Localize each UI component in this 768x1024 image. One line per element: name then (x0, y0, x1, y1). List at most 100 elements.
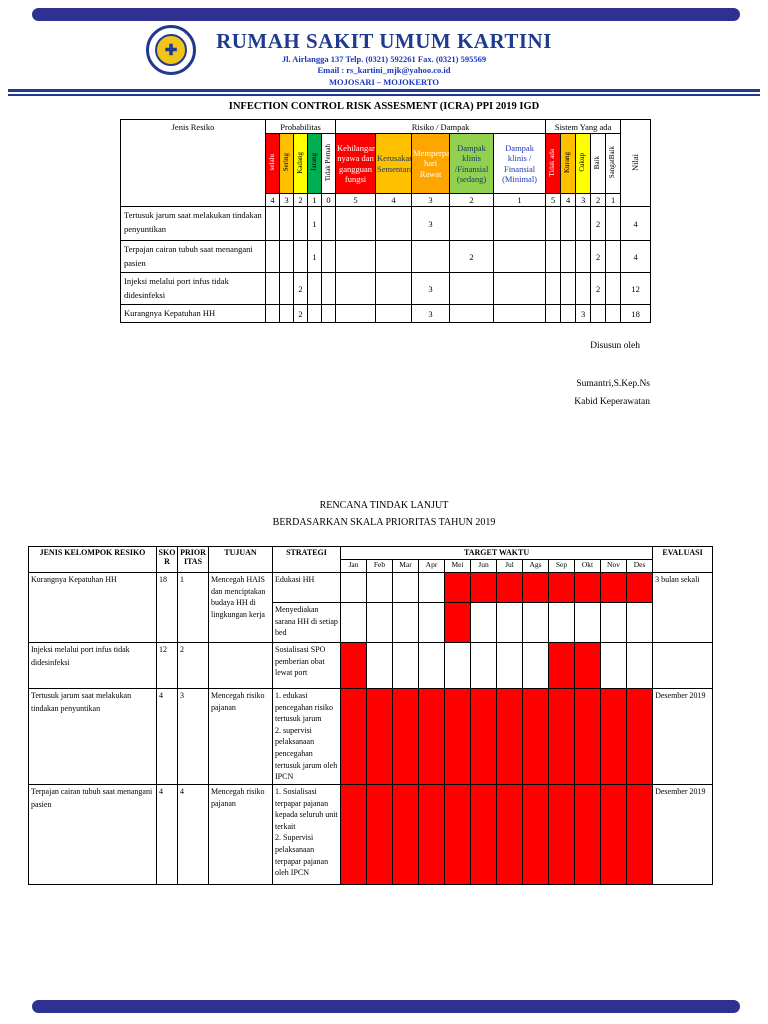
month-header-okt: Okt (574, 559, 601, 573)
risiko-dampak-header: Risiko / Dampak (335, 119, 547, 134)
risk-value-cell (293, 206, 308, 241)
plan-strategi: 1. Sosialisasi terpapar pajanan kepada s… (272, 784, 341, 885)
nilai-value: 12 (620, 272, 652, 305)
vertical-label: Jarang (309, 153, 318, 172)
risk-value-cell (375, 304, 413, 323)
signer-name: Sumantri,S.Kep.Ns (576, 379, 650, 389)
score-cell: 4 (560, 193, 577, 207)
score-cell: 1 (493, 193, 547, 207)
risk-value-cell (335, 272, 377, 305)
target-cell-jan (340, 642, 367, 689)
plan-jenis: Tertusuk jarum saat melakukan tindakan p… (28, 688, 157, 785)
target-cell-mei (444, 602, 471, 643)
target-cell-sep (548, 602, 575, 643)
target-cell-des (625, 642, 654, 689)
target-cell-mei (444, 572, 471, 603)
target-cell-apr (418, 688, 445, 785)
plan-evaluasi: 3 bulan sekali (652, 572, 714, 643)
risk-value-cell: 1 (307, 240, 322, 273)
risk-value-cell (265, 206, 280, 241)
risk-value-cell: 2 (293, 304, 308, 323)
jenis-resiko-header: Jenis Resiko (120, 119, 266, 207)
nilai-value: 4 (620, 240, 652, 273)
target-cell-okt (574, 688, 601, 785)
risk-value-cell (590, 304, 607, 323)
prob-label-selalu: selalu (265, 133, 280, 194)
header-skor: SKOR (156, 546, 178, 573)
prob-label-kadang: Kadang (293, 133, 308, 194)
risiko-label-dampak-klinis-finans: Dampak klinis /Finansial (sedang) (449, 133, 495, 194)
target-cell-apr (418, 784, 445, 885)
target-cell-jun (470, 572, 497, 603)
risk-value-cell (449, 206, 495, 241)
risk-value-cell (575, 272, 592, 305)
target-cell-jun (470, 642, 497, 689)
target-cell-mar (392, 602, 419, 643)
plan-strategi: Menyediakan sarana HH di setiap bed (272, 602, 341, 643)
target-cell-apr (418, 602, 445, 643)
risk-name: Kurangnya Kepatuhan HH (120, 304, 266, 323)
header-evaluasi: EVALUASI (652, 546, 714, 573)
target-cell-jun (470, 784, 497, 885)
target-cell-okt (574, 784, 601, 885)
target-cell-ags (522, 642, 549, 689)
sistem-label-cukup: Cukup (575, 133, 592, 194)
header-prioritas: PRIORITAS (177, 546, 209, 573)
target-cell-feb (366, 688, 393, 785)
vertical-label: SangatBaik (608, 146, 617, 179)
nilai-value: 4 (620, 206, 652, 241)
hospital-name: RUMAH SAKIT UMUM KARTINI (216, 29, 552, 53)
plan-tujuan: Mencegah HAIS dan menciptakan budaya HH … (208, 572, 273, 643)
target-cell-des (625, 572, 654, 603)
plan-skor: 4 (156, 688, 178, 785)
risk-value-cell (307, 304, 322, 323)
prob-label-sering: Sering (279, 133, 294, 194)
sistem-label-sangatbaik: SangatBaik (605, 133, 622, 194)
risk-value-cell: 3 (411, 304, 451, 323)
header-target-waktu: TARGET WAKTU (339, 546, 654, 560)
risk-value-cell (265, 304, 280, 323)
risk-value-cell: 2 (449, 240, 495, 273)
plan-strategi: Sosialisasi SPO pemberian obat lewat por… (272, 642, 341, 689)
risk-value-cell: 2 (590, 272, 607, 305)
plan-evaluasi: Desember 2019 (652, 784, 714, 885)
target-cell-nov (600, 602, 627, 643)
target-cell-des (625, 688, 654, 785)
header-jenis-kelompok: JENIS KELOMPOK RESIKO (28, 546, 157, 573)
risk-value-cell: 2 (293, 272, 308, 305)
risk-value-cell (575, 206, 592, 241)
score-cell: 4 (375, 193, 413, 207)
target-cell-mei (444, 784, 471, 885)
email-line: Email : rs_kartini_mjk@yahoo.co.id (317, 65, 451, 76)
target-cell-jul (496, 572, 523, 603)
vertical-label: Sering (281, 153, 290, 172)
risiko-label-kerusakan-sementara: Kerusakan Sementara (375, 133, 413, 194)
target-cell-jul (496, 688, 523, 785)
risk-value-cell (605, 272, 622, 305)
score-cell: 3 (279, 193, 294, 207)
plan-title-line2: BERDASARKAN SKALA PRIORITAS TAHUN 2019 (272, 517, 496, 528)
bottom-border-bar (32, 1000, 740, 1013)
plan-prioritas: 3 (177, 688, 209, 785)
target-cell-mar (392, 784, 419, 885)
risk-value-cell (375, 206, 413, 241)
plan-jenis: Injeksi melalui port infus tidak didesin… (28, 642, 157, 689)
probabilitas-header: Probabilitas (264, 119, 337, 134)
month-header-nov: Nov (600, 559, 627, 573)
risk-header-labels: selalu Sering Kadang Jarang Tidak Pernah Kehi… (121, 133, 651, 194)
risk-value-cell (279, 304, 294, 323)
plan-row: Menyediakan sarana HH di setiap bed (29, 602, 713, 643)
risk-value-cell (493, 206, 547, 241)
plan-row: Tertusuk jarum saat melakukan tindakan p… (28, 688, 714, 785)
score-cell: 3 (575, 193, 592, 207)
signer-role: Kabid Keperawatan (574, 397, 650, 408)
plan-tujuan: Mencegah risiko pajanan (208, 688, 273, 785)
risk-value-cell (545, 272, 562, 305)
risk-value-cell (449, 272, 495, 305)
target-cell-feb (366, 642, 393, 689)
nilai-header: Nilai (620, 119, 652, 207)
risk-header-groups: Jenis Resiko Probabilitas Risiko / Dampa… (120, 119, 652, 207)
risk-value-cell: 2 (590, 240, 607, 273)
plan-skor: 12 (156, 642, 178, 689)
